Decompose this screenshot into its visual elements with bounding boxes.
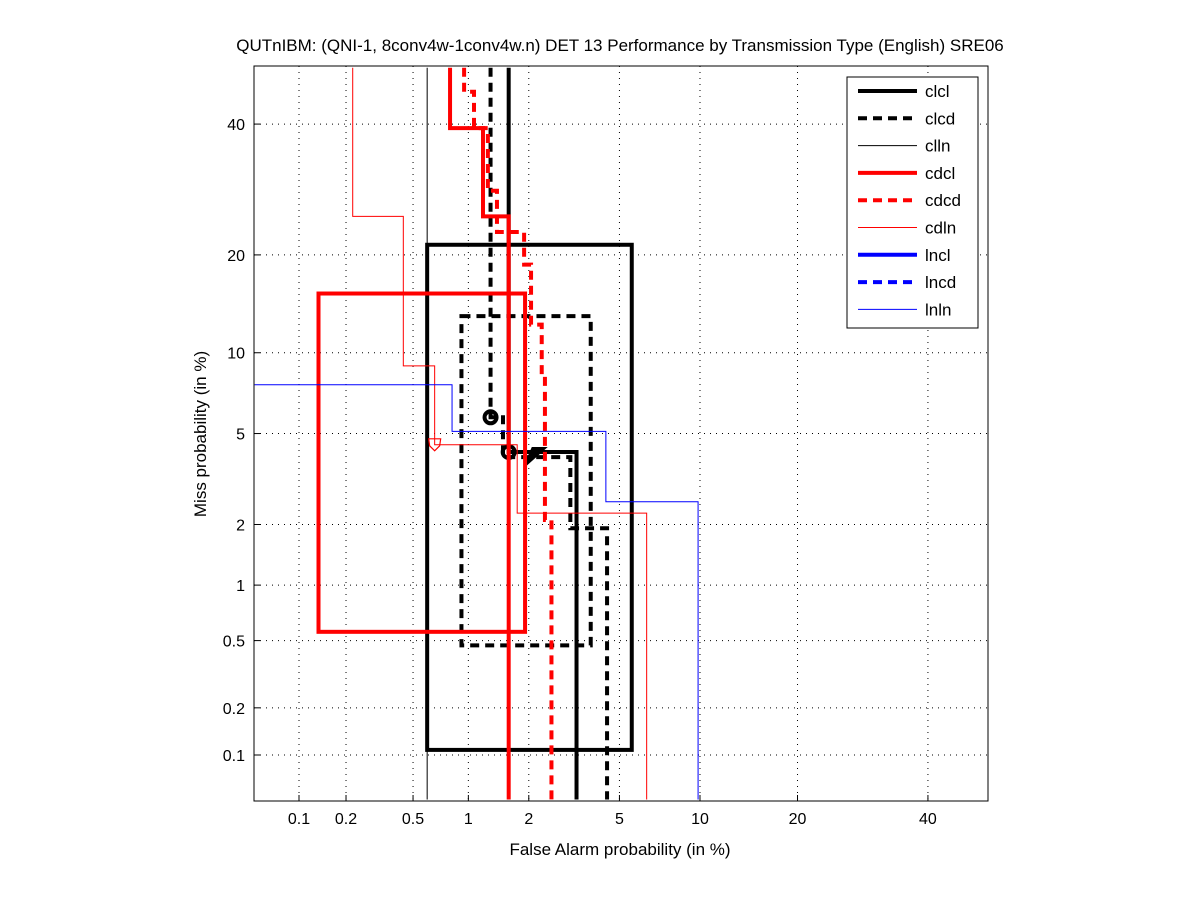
legend-label-cdcd: cdcd xyxy=(925,191,961,210)
series-cdln-marker xyxy=(427,438,442,452)
series-layer xyxy=(254,67,699,800)
grid xyxy=(254,66,988,801)
legend-label-clln: clln xyxy=(925,137,951,156)
x-ticks: 0.1 0.2 0.5 1 2 5 10 20 40 xyxy=(288,795,937,828)
x-tick-label: 5 xyxy=(615,811,624,828)
legend-label-lncd: lncd xyxy=(925,273,956,292)
x-axis-label: False Alarm probability (in %) xyxy=(509,840,730,859)
legend-label-clcd: clcd xyxy=(925,109,955,128)
x-tick-label: 20 xyxy=(789,811,807,828)
legend-label-clcl: clcl xyxy=(925,82,950,101)
x-tick-label: 10 xyxy=(691,811,709,828)
x-tick-label: 0.1 xyxy=(288,811,310,828)
y-tick-label: 0.2 xyxy=(223,701,245,718)
y-tick-label: 40 xyxy=(227,117,245,134)
y-tick-label: 5 xyxy=(236,427,245,444)
legend-label-cdcl: cdcl xyxy=(925,164,955,183)
y-tick-label: 20 xyxy=(227,248,245,265)
x-tick-label: 0.5 xyxy=(402,811,424,828)
x-tick-label: 2 xyxy=(524,811,533,828)
series-cdln-curve xyxy=(352,67,648,800)
series-clcd-marker xyxy=(482,409,499,426)
y-tick-label: 1 xyxy=(236,578,245,595)
series-clcd-curve xyxy=(488,67,610,800)
series-cdcl-confidence-box xyxy=(316,291,528,634)
series-lnln-curve xyxy=(254,384,699,800)
chart-title: QUTnIBM: (QNI-1, 8conv4w-1conv4w.n) DET … xyxy=(236,36,1004,55)
y-tick-label: 10 xyxy=(227,346,245,363)
x-tick-label: 0.2 xyxy=(335,811,357,828)
series-cdcd-curve xyxy=(462,67,554,800)
x-tick-label: 40 xyxy=(919,811,937,828)
y-tick-label: 0.5 xyxy=(223,634,245,651)
series-cdcl-curve xyxy=(448,67,511,800)
y-axis-label: Miss probability (in %) xyxy=(191,351,210,517)
legend-label-lnln: lnln xyxy=(925,300,951,319)
plot-frame xyxy=(253,65,989,802)
y-tick-label: 0.1 xyxy=(223,748,245,765)
y-tick-label: 2 xyxy=(236,517,245,534)
legend: clcl clcd clln cdcl cdcd cdln lncl lncd lnln xyxy=(846,76,979,329)
y-ticks: 0.1 0.2 0.5 1 2 5 10 20 40 xyxy=(223,117,260,765)
legend-label-cdln: cdln xyxy=(925,219,956,238)
x-tick-label: 1 xyxy=(464,811,473,828)
legend-label-lncl: lncl xyxy=(925,246,951,265)
